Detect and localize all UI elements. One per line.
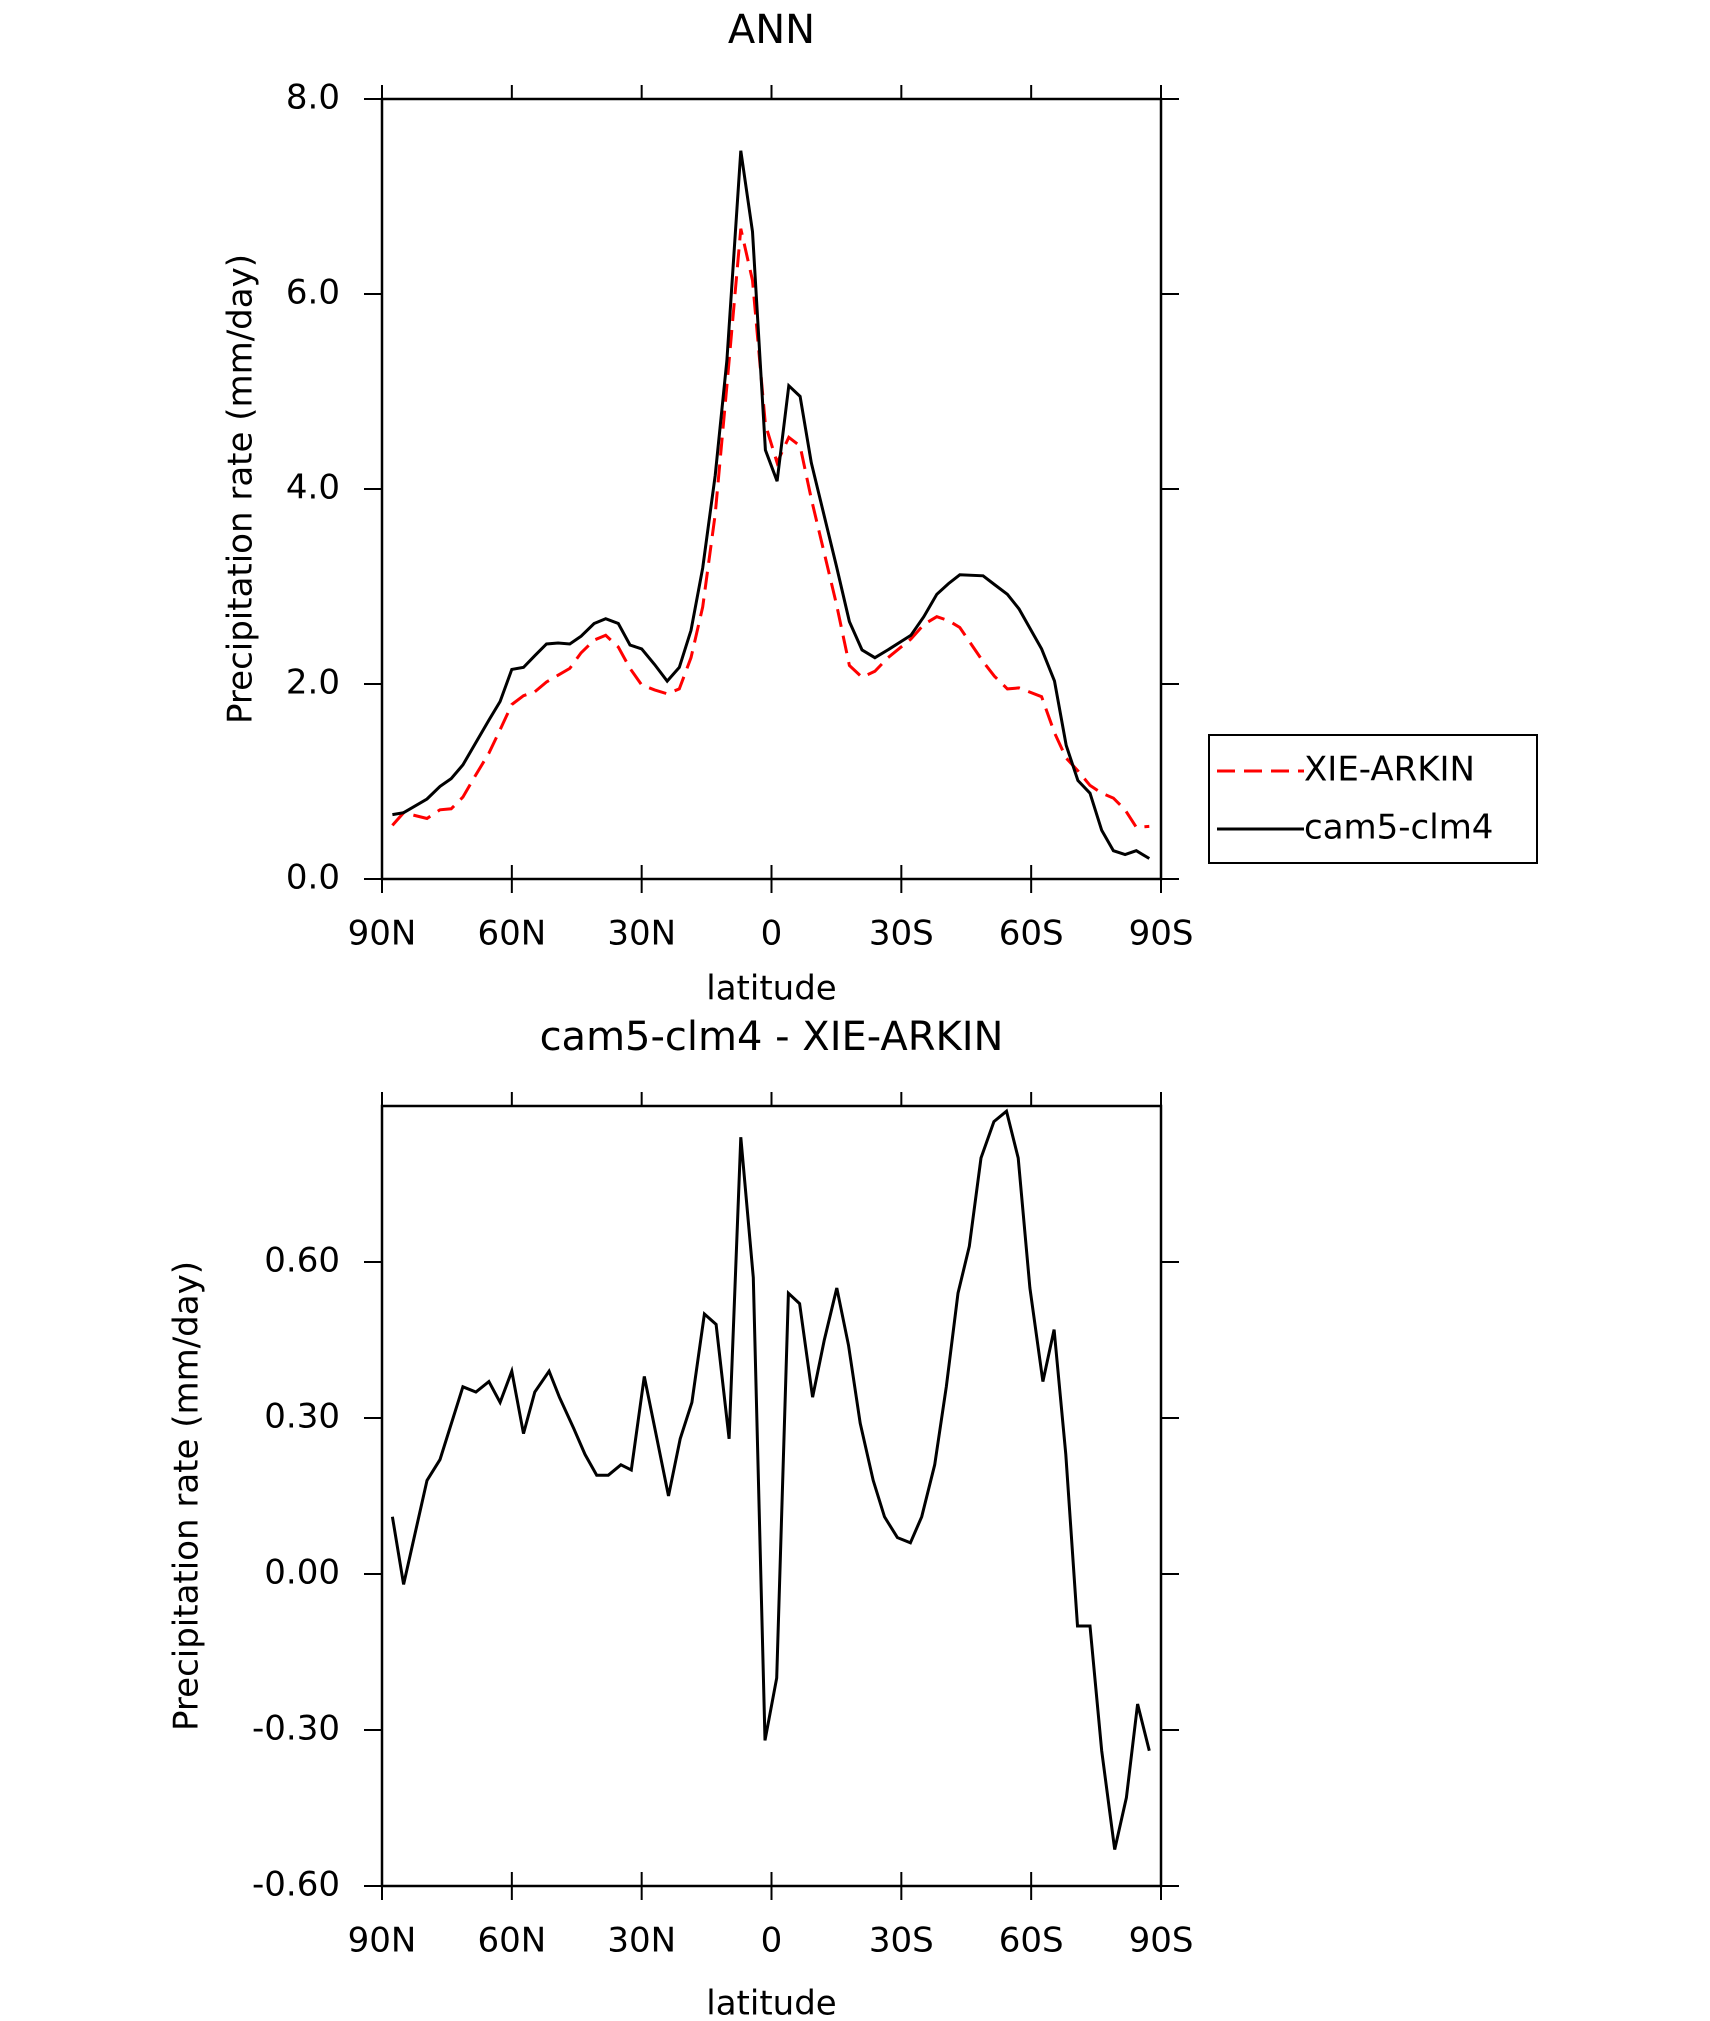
- x-tick-label: 60S: [999, 1921, 1064, 1961]
- data-line: [391, 228, 1150, 829]
- x-tick-label: 60N: [477, 914, 546, 954]
- y-tick-label: -0.30: [252, 1709, 340, 1749]
- x-tick-label: 0: [761, 914, 783, 954]
- legend-label: XIE-ARKIN: [1304, 750, 1475, 790]
- y-tick-label: 2.0: [286, 663, 340, 703]
- x-tick-label: 60S: [999, 914, 1064, 954]
- data-line: [392, 150, 1151, 860]
- x-tick-label: 90N: [348, 1921, 417, 1961]
- x-tick-label: 30S: [869, 914, 934, 954]
- y-tick-label: 0.00: [264, 1553, 340, 1593]
- data-line: [390, 1108, 1151, 1850]
- x-tick-label: 60N: [477, 1921, 546, 1961]
- x-tick-label: 30S: [869, 1921, 934, 1961]
- x-tick-label: 90S: [1129, 1921, 1194, 1961]
- y-tick-label: 0.60: [264, 1241, 340, 1281]
- y-tick-label: 6.0: [286, 273, 340, 313]
- y-tick-label: 0.0: [286, 858, 340, 898]
- y-tick-label: 0.30: [264, 1397, 340, 1437]
- y-axis-label: Precipitation rate (mm/day): [221, 254, 261, 724]
- legend-label: cam5-clm4: [1304, 808, 1493, 848]
- x-tick-label: 30N: [607, 914, 676, 954]
- x-axis-label: latitude: [706, 969, 836, 1009]
- plot-frame: [380, 97, 1163, 881]
- y-tick-label: -0.60: [252, 1865, 340, 1905]
- plot-frame: [380, 1104, 1163, 1888]
- y-tick-label: 4.0: [286, 468, 340, 508]
- x-tick-label: 90N: [348, 914, 417, 954]
- x-tick-label: 30N: [607, 1921, 676, 1961]
- chart-title: cam5-clm4 - XIE-ARKIN: [540, 1014, 1004, 1060]
- y-tick-label: 8.0: [286, 78, 340, 118]
- legend-box: [1208, 734, 1538, 864]
- x-axis-label: latitude: [706, 1984, 836, 2021]
- x-tick-label: 90S: [1129, 914, 1194, 954]
- y-axis-label: Precipitation rate (mm/day): [167, 1261, 207, 1731]
- chart-title: ANN: [728, 7, 815, 53]
- x-tick-label: 0: [761, 1921, 783, 1961]
